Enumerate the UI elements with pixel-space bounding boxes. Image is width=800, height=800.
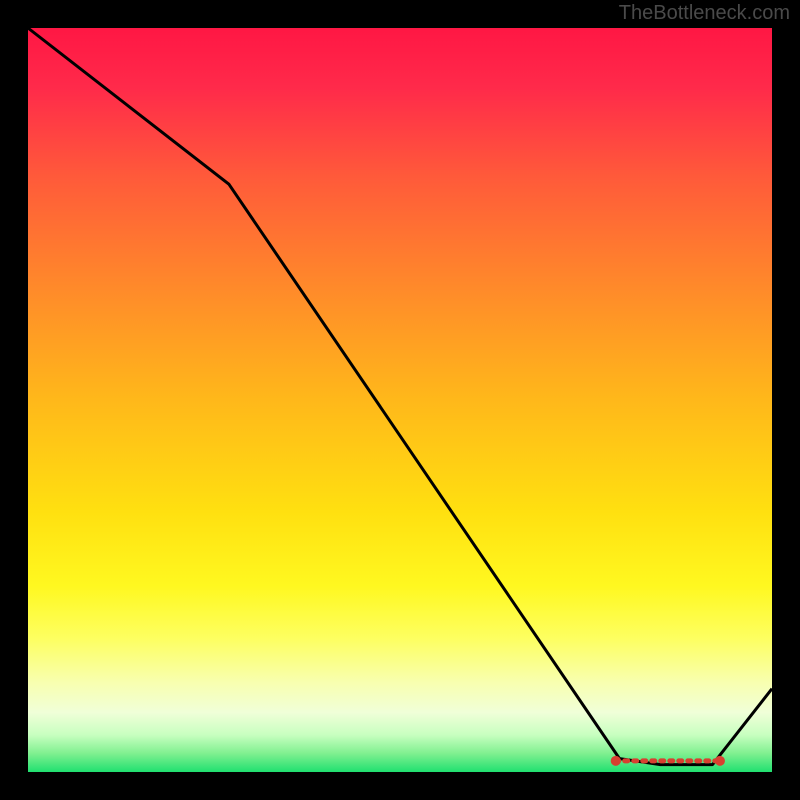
highlight-endpoint-right	[715, 756, 725, 766]
highlight-endpoint-left	[611, 756, 621, 766]
chart-container: TheBottleneck.com	[0, 0, 800, 800]
chart-svg	[0, 0, 800, 800]
watermark-text: TheBottleneck.com	[619, 2, 790, 25]
gradient-background	[28, 28, 772, 772]
